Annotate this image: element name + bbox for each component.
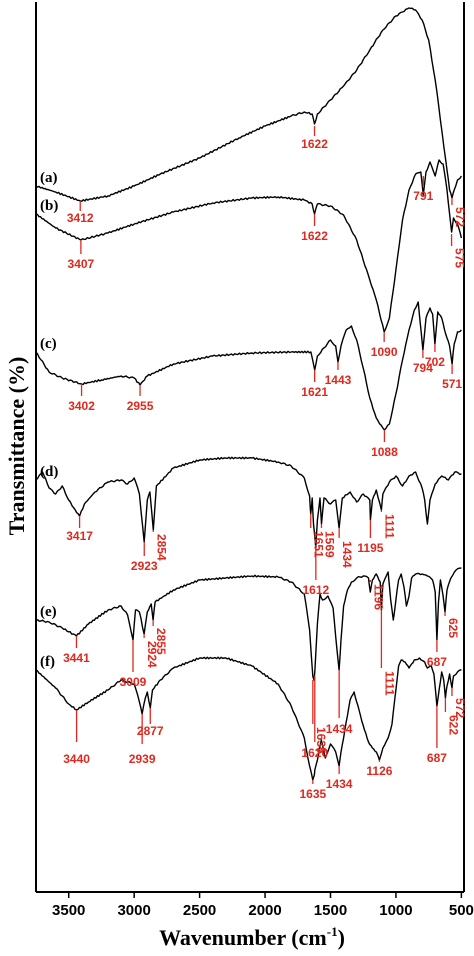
peak-label: 1569 (323, 531, 337, 558)
chart-axes: 3500 3000 2500 2000 1500 1000 500 (35, 2, 474, 919)
peak-label: 3412 (67, 211, 94, 225)
x-axis-title-close: ) (338, 925, 345, 950)
peak-label: 1196 (371, 584, 385, 610)
peak-label: 1621 (301, 385, 328, 399)
peak-label: 687 (427, 751, 447, 765)
x-tick-label: 500 (449, 902, 474, 919)
spectrum-trace-2 (35, 159, 463, 333)
peak-label: 1434 (326, 777, 353, 791)
peak-label: 625 (446, 618, 460, 638)
trace-label-4: (d) (40, 464, 58, 480)
peak-label: 571 (442, 377, 462, 391)
x-tick-label: 2500 (183, 902, 216, 919)
peak-label: 1443 (325, 373, 352, 387)
peak-label: 1090 (371, 345, 398, 359)
peak-label: 3009 (120, 675, 147, 689)
x-tick-label: 1500 (314, 902, 347, 919)
peak-label: 572 (453, 207, 467, 227)
y-axis-title: Transmittance (%) (4, 357, 29, 536)
peak-label: 1434 (340, 541, 354, 568)
peak-label: 575 (453, 248, 467, 268)
peak-label: 1622 (301, 137, 328, 151)
peak-label: 687 (427, 655, 447, 669)
peak-label: 1126 (366, 764, 392, 778)
trace-label-1: (a) (40, 170, 58, 186)
peak-label: 622 (446, 715, 460, 735)
peak-annotations: 1622 572 3412 3407 1622 791 575 1090 3402 2955 162… (63, 126, 467, 801)
peak-label: 2924 (145, 641, 159, 668)
peak-label: 1434 (326, 722, 353, 736)
peak-label: 2854 (154, 534, 168, 561)
peak-label: 2877 (137, 724, 164, 738)
peak-label: 1195 (357, 541, 383, 555)
x-axis-title-superscript: -1 (327, 924, 338, 939)
peak-label: 702 (425, 355, 445, 369)
peak-label: 2955 (127, 399, 154, 413)
peak-label: 794 (413, 361, 433, 375)
spectrum-trace-6 (35, 656, 462, 781)
trace-label-6: (f) (40, 654, 55, 670)
trace-label-5: (e) (40, 604, 57, 620)
peak-label: 2855 (154, 628, 168, 655)
x-tick-label: 1000 (379, 902, 412, 919)
peak-label: 1612 (302, 583, 329, 597)
peak-label: 1635 (299, 787, 326, 801)
spectra: (a) (b) (c) (d) (e) (f) (35, 7, 463, 781)
peak-label: 1088 (371, 445, 398, 459)
trace-label-3: (c) (40, 336, 57, 352)
trace-label-2: (b) (40, 198, 58, 214)
spectrum-trace-4 (35, 456, 462, 549)
peak-label: 1111 (382, 514, 396, 539)
peak-label: 1111 (382, 671, 396, 696)
peak-label: 3440 (63, 752, 90, 766)
peak-label: 3441 (63, 651, 90, 665)
spectrum-trace-5 (35, 567, 462, 681)
peak-label: 1622 (301, 229, 328, 243)
peak-label: 2939 (129, 752, 156, 766)
peak-label: 1635 (314, 727, 328, 754)
peak-label: 2923 (131, 559, 158, 573)
spectrum-trace-1 (35, 7, 462, 202)
x-tick-label: 3000 (117, 902, 150, 919)
x-tick-label: 3500 (52, 902, 85, 919)
peak-label: 572 (453, 698, 467, 718)
peak-label: 3417 (66, 529, 93, 543)
peak-label: 3402 (68, 399, 95, 413)
peak-label: 3407 (68, 257, 95, 271)
x-axis-title: Wavenumber (cm-1) (159, 924, 345, 950)
x-ticks: 3500 3000 2500 2000 1500 1000 500 (52, 892, 474, 919)
x-axis-title-main: Wavenumber (cm (159, 925, 327, 950)
peak-label: 791 (413, 189, 433, 203)
x-tick-label: 2000 (248, 902, 281, 919)
spectrum-trace-3 (35, 301, 462, 431)
peak-label: 1620 (301, 746, 328, 760)
